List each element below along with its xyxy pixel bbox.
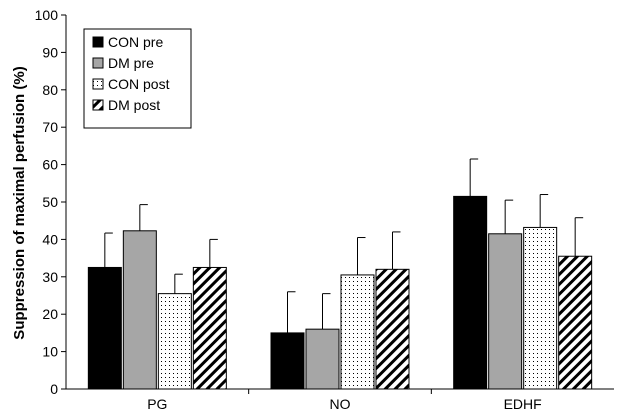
- bar: [270, 332, 305, 390]
- y-tick-label: 10: [42, 344, 58, 360]
- bars-layer: [87, 195, 593, 390]
- bar: [375, 268, 410, 390]
- bar: [157, 293, 192, 390]
- axes: [61, 14, 614, 394]
- x-category-label: EDHF: [504, 396, 542, 411]
- y-tick-label: 20: [42, 306, 58, 322]
- y-tick-labels: 0 10 20 30 40 50 60 70 80 90 100: [35, 7, 59, 397]
- bar: [523, 226, 558, 390]
- legend: CON pre DM pre CON post DM post: [83, 28, 192, 129]
- legend-label: CON pre: [108, 34, 163, 50]
- y-tick-label: 0: [50, 381, 58, 397]
- error-bars-layer: [104, 158, 584, 333]
- y-tick-label: 30: [42, 269, 58, 285]
- y-tick-label: 100: [35, 7, 59, 23]
- y-tick-label: 60: [42, 157, 58, 173]
- bar: [453, 195, 488, 390]
- x-category-label: PG: [147, 396, 167, 411]
- bar: [558, 255, 593, 390]
- legend-label: DM post: [108, 97, 160, 113]
- legend-label: DM pre: [108, 55, 154, 71]
- y-axis-title: Suppression of maximal perfusion (%): [11, 66, 28, 339]
- bar: [340, 274, 375, 390]
- y-tick-label: 80: [42, 82, 58, 98]
- legend-swatch: [92, 57, 104, 69]
- y-tick-label: 50: [42, 194, 58, 210]
- legend-label: CON post: [108, 76, 170, 92]
- y-tick-label: 70: [42, 119, 58, 135]
- bar: [488, 233, 523, 390]
- y-tick-label: 40: [42, 231, 58, 247]
- legend-swatch: [92, 36, 104, 48]
- y-tick-label: 90: [42, 44, 58, 60]
- legend-swatch: [92, 99, 104, 111]
- x-category-labels: PG NO EDHF: [147, 396, 542, 411]
- legend-swatch: [92, 78, 104, 90]
- bar: [87, 266, 122, 390]
- x-category-label: NO: [330, 396, 351, 411]
- bar: [192, 266, 227, 390]
- bar: [122, 230, 157, 390]
- bar: [305, 328, 340, 390]
